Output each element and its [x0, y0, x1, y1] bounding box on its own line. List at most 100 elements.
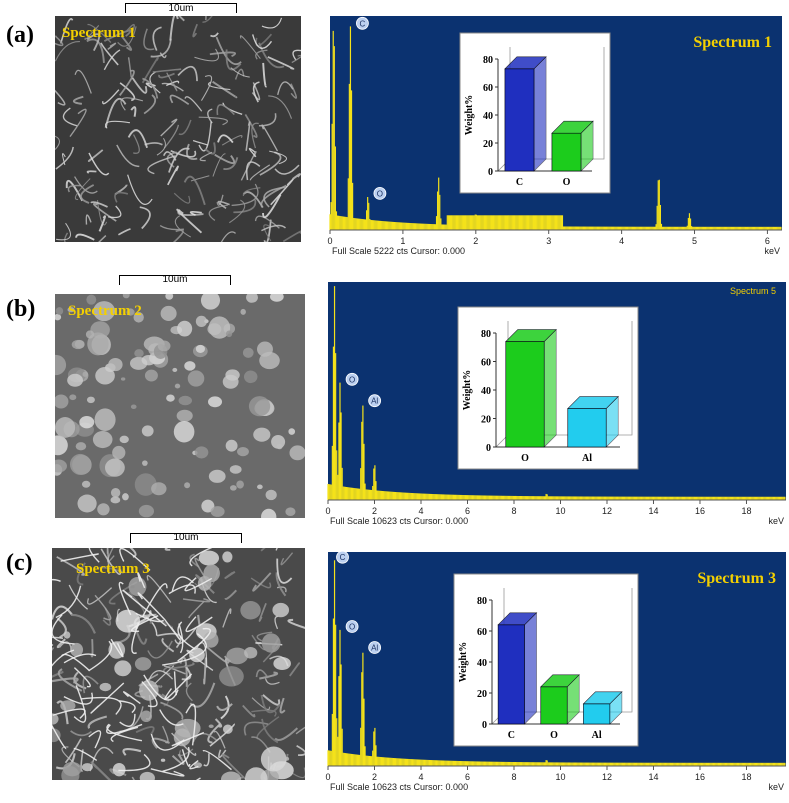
x-tick-label: 16 [695, 772, 705, 782]
panel-label-c: (c) [6, 550, 33, 576]
peak-label-C: C [336, 550, 349, 564]
inset-bar-C [497, 612, 538, 725]
full-scale-readout: Full Scale 5222 cts Cursor: 0.000 [332, 246, 465, 256]
scale-bar-label-b: 10um [162, 274, 188, 285]
sem-image-c [52, 548, 305, 780]
svg-text:C: C [360, 19, 366, 28]
spectrum-trace [327, 560, 786, 766]
x-tick-label: 8 [511, 506, 516, 516]
inset-y-tick-label: 20 [481, 415, 491, 426]
scale-bar-b [119, 275, 231, 285]
panel-label-b: (b) [6, 296, 36, 322]
inset-x-label-Al: Al [582, 453, 592, 464]
x-tick-label: 0 [325, 772, 330, 782]
inset-y-tick-label: 80 [483, 55, 493, 66]
weight-inset: 0 20 40 60 80 Weight% O Al [457, 306, 639, 470]
x-tick-label: 3 [546, 236, 551, 246]
peak-label-Al: Al [368, 641, 382, 654]
spectrum-title: Spectrum 3 [697, 570, 776, 587]
inset-bar-O [505, 328, 557, 448]
inset-y-tick-label: 60 [481, 358, 491, 369]
inset-y-tick-label: 20 [483, 139, 493, 150]
sem-title-b: Spectrum 2 [68, 303, 142, 319]
weight-inset: 0 20 40 60 80 Weight% C O Al [453, 573, 639, 747]
x-tick-label: 14 [648, 506, 658, 516]
x-tick-label: 16 [695, 506, 705, 516]
inset-y-tick-label: 60 [477, 627, 487, 638]
peak-label-C: C [356, 16, 369, 30]
scale-bar-label-a: 10um [168, 3, 194, 14]
x-tick-label: 18 [741, 772, 751, 782]
inset-y-tick-label: 80 [481, 329, 491, 340]
peak-label-O: O [345, 620, 359, 633]
weight-inset: 0 20 40 60 80 Weight% C O [459, 32, 611, 194]
x-tick-label: 2 [372, 506, 377, 516]
inset-bar-C [504, 56, 547, 172]
peak-label-O: O [373, 186, 387, 200]
inset-y-label: Weight% [464, 95, 475, 136]
x-axis: 0 1 2 3 4 5 6 [327, 229, 782, 246]
inset-bar-Al [582, 691, 623, 725]
inset-bar-O [551, 120, 594, 172]
inset-x-label-C: C [516, 177, 523, 188]
inset-y-label: Weight% [462, 370, 473, 411]
sem-title-c: Spectrum 3 [76, 561, 150, 577]
svg-text:C: C [340, 553, 346, 562]
x-tick-label: 14 [648, 772, 658, 782]
x-axis: 0 2 4 6 8 10 12 14 16 18 [325, 499, 786, 516]
x-tick-label: 10 [555, 772, 565, 782]
x-tick-label: 6 [465, 506, 470, 516]
spectrum-title: Spectrum 5 [730, 286, 776, 296]
svg-text:O: O [349, 375, 355, 384]
x-tick-label: 4 [418, 772, 423, 782]
x-tick-label: 18 [741, 506, 751, 516]
full-scale-readout: Full Scale 10623 cts Cursor: 0.000 [330, 782, 468, 792]
x-axis-unit: keV [768, 516, 784, 526]
inset-y-tick-label: 80 [477, 596, 487, 607]
x-tick-label: 2 [372, 772, 377, 782]
x-tick-label: 12 [602, 506, 612, 516]
x-tick-label: 4 [619, 236, 624, 246]
inset-y-tick-label: 0 [488, 167, 493, 178]
sem-title-a: Spectrum 1 [62, 25, 136, 41]
inset-y-tick-label: 20 [477, 689, 487, 700]
svg-text:Al: Al [371, 397, 378, 406]
scale-bar-c [130, 533, 242, 543]
inset-bar-Al [567, 395, 619, 448]
svg-text:O: O [377, 189, 383, 198]
spectrum-title: Spectrum 1 [693, 34, 772, 51]
x-tick-label: 10 [555, 506, 565, 516]
x-tick-label: 4 [418, 506, 423, 516]
inset-x-label-O: O [563, 177, 571, 188]
x-tick-label: 6 [465, 772, 470, 782]
x-axis: 0 2 4 6 8 10 12 14 16 18 [325, 765, 786, 782]
inset-bar-O [540, 674, 580, 725]
inset-y-label: Weight% [458, 642, 469, 683]
svg-text:Al: Al [371, 644, 378, 653]
x-axis-unit: keV [764, 246, 780, 256]
inset-x-label-C: C [508, 730, 515, 741]
inset-x-label-O: O [550, 730, 558, 741]
x-tick-label: 6 [765, 236, 770, 246]
spectrum-trace [329, 26, 782, 230]
sem-image-a [55, 16, 301, 242]
x-tick-label: 8 [511, 772, 516, 782]
x-tick-label: 5 [692, 236, 697, 246]
inset-y-tick-label: 40 [477, 658, 487, 669]
x-tick-label: 0 [325, 506, 330, 516]
x-axis-unit: keV [768, 782, 784, 792]
panel-label-a: (a) [6, 22, 34, 48]
peak-label-O: O [345, 372, 359, 386]
inset-y-tick-label: 40 [483, 111, 493, 122]
inset-y-tick-label: 0 [486, 443, 491, 454]
inset-y-tick-label: 0 [482, 720, 487, 731]
sem-image-b [55, 294, 305, 518]
spectrum-trace [327, 286, 786, 500]
svg-text:O: O [349, 623, 355, 632]
peak-label-Al: Al [368, 394, 382, 408]
x-tick-label: 0 [327, 236, 332, 246]
x-tick-label: 12 [602, 772, 612, 782]
eds-spectrum-b: O Al Spectrum 5 0 2 4 6 8 10 12 14 16 18 keV Full Scal… [325, 282, 786, 526]
inset-x-label-O: O [521, 453, 529, 464]
